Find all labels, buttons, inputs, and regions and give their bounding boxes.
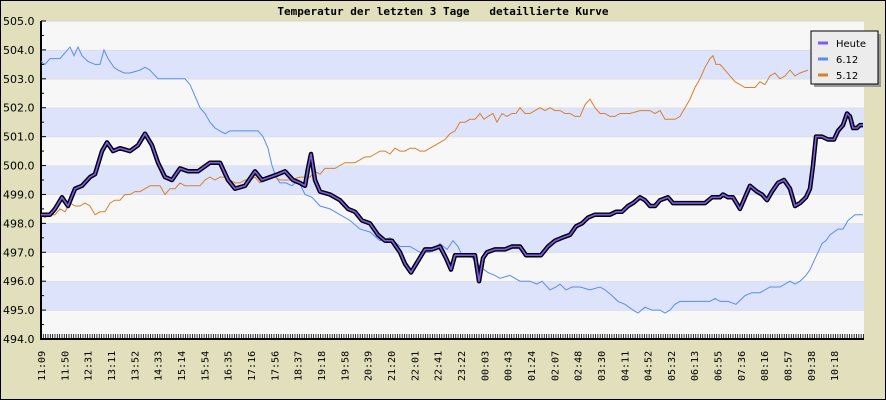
- series-line-512: [40, 54, 809, 219]
- x-tick-label: 13:52: [130, 351, 141, 381]
- x-tick-label: 22:41: [434, 351, 445, 381]
- x-tick-label: 17:16: [247, 351, 258, 381]
- x-tick-label: 18:37: [294, 351, 305, 381]
- x-axis: 11:09 11:50 12:31 13:11 13:52 14:33 15:14 15:54…: [37, 334, 864, 381]
- x-tick-label: 16:35: [224, 351, 235, 381]
- x-tick-label: 19:18: [317, 351, 328, 381]
- y-tick-label: 499.0: [3, 188, 35, 201]
- grid-band: [41, 78, 864, 108]
- y-tick-label: 505.0: [3, 15, 35, 28]
- plot-background-bands: [41, 20, 864, 339]
- grid-band: [41, 21, 864, 50]
- legend-label: Heute: [836, 39, 866, 50]
- x-tick-label: 04:52: [644, 351, 655, 381]
- x-tick-label: 10:18: [830, 351, 841, 381]
- x-tick-label: 04:11: [620, 351, 631, 381]
- x-tick-label: 02:07: [550, 351, 561, 381]
- y-axis: 494.0 495.0 496.0 497.0 498.0 499.0 500.0 501.0…: [3, 15, 46, 346]
- legend-label: 6.12: [836, 55, 858, 66]
- x-tick-label: 15:14: [177, 351, 188, 381]
- x-tick-label: 00:43: [504, 351, 515, 381]
- legend-label: 5.12: [836, 71, 858, 82]
- grid-band: [41, 165, 864, 195]
- x-tick-label: 11:50: [60, 351, 71, 381]
- x-tick-label: 15:54: [200, 351, 211, 381]
- grid-band: [41, 136, 864, 166]
- y-tick-label: 498.0: [3, 217, 35, 230]
- grid-band: [41, 49, 864, 79]
- x-tick-label: 06:13: [690, 351, 701, 381]
- chart-title: Temperatur der letzten 3 Tage detaillier…: [277, 5, 609, 18]
- y-tick-label: 504.0: [3, 44, 35, 57]
- x-tick-label: 05:32: [667, 351, 678, 381]
- x-tick-label: 21:20: [387, 351, 398, 381]
- series-line-612: [40, 45, 863, 314]
- y-tick-label: 497.0: [3, 246, 35, 259]
- x-tick-label: 08:16: [760, 351, 771, 381]
- y-tick-label: 495.0: [3, 304, 35, 317]
- x-tick-label: 23:22: [457, 351, 468, 381]
- y-tick-label: 503.0: [3, 73, 35, 86]
- x-tick-label: 00:03: [480, 351, 491, 381]
- chart-legend: Heute 6.12 5.12: [810, 30, 881, 87]
- y-tick-label: 501.0: [3, 131, 35, 144]
- x-tick-label: 20:39: [364, 351, 375, 381]
- grid-band: [41, 194, 864, 224]
- x-tick-label: 22:01: [410, 351, 421, 381]
- grid-band: [41, 223, 864, 253]
- x-tick-label: 12:31: [84, 351, 95, 381]
- x-tick-label: 07:36: [737, 351, 748, 381]
- x-tick-label: 01:24: [527, 351, 538, 381]
- series-line-Heute: [41, 112, 863, 283]
- x-tick-label: 03:30: [597, 351, 608, 381]
- y-tick-label: 500.0: [3, 160, 35, 173]
- y-tick-label: 502.0: [3, 102, 35, 115]
- x-tick-label: 06:55: [714, 351, 725, 381]
- x-tick-label: 02:48: [574, 351, 585, 381]
- x-tick-label: 19:58: [340, 351, 351, 381]
- x-tick-label: 17:56: [270, 351, 281, 381]
- x-tick-label: 14:33: [154, 351, 165, 381]
- y-tick-label: 496.0: [3, 275, 35, 288]
- series-lines: [40, 45, 863, 314]
- grid-band: [41, 281, 864, 311]
- x-tick-label: 11:09: [37, 351, 48, 381]
- x-tick-label: 09:38: [807, 351, 818, 381]
- x-tick-label: 08:57: [784, 351, 795, 381]
- x-tick-label: 13:11: [107, 351, 118, 381]
- y-tick-label: 494.0: [3, 333, 35, 346]
